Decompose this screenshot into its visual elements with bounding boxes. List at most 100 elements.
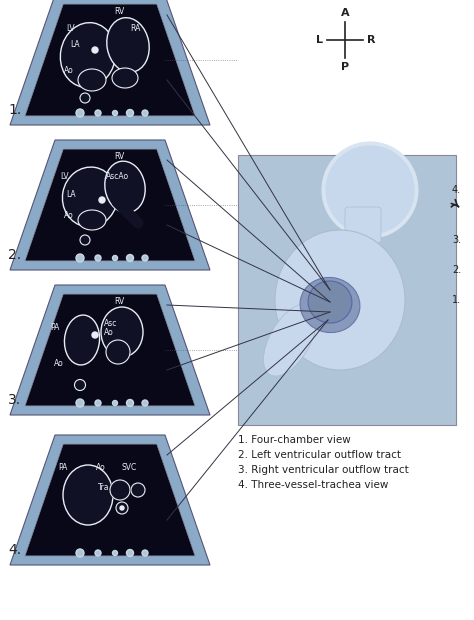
Ellipse shape xyxy=(101,307,143,357)
Ellipse shape xyxy=(60,23,116,87)
Circle shape xyxy=(127,549,134,557)
Text: 3.: 3. xyxy=(452,235,461,245)
Text: 1.: 1. xyxy=(8,103,21,117)
Text: LV: LV xyxy=(60,172,69,181)
Circle shape xyxy=(120,506,124,510)
Circle shape xyxy=(80,235,90,245)
Circle shape xyxy=(112,401,118,405)
Text: AscAo: AscAo xyxy=(106,172,129,181)
Circle shape xyxy=(97,257,100,260)
Ellipse shape xyxy=(105,161,145,213)
Ellipse shape xyxy=(78,69,106,91)
Polygon shape xyxy=(10,285,210,415)
Text: 4.: 4. xyxy=(8,543,21,557)
Polygon shape xyxy=(10,435,210,565)
Text: RV: RV xyxy=(114,7,124,16)
Circle shape xyxy=(78,255,82,260)
Text: P: P xyxy=(341,62,349,72)
Text: Ao: Ao xyxy=(64,211,74,220)
Circle shape xyxy=(144,552,146,554)
Ellipse shape xyxy=(63,167,118,227)
Circle shape xyxy=(99,197,105,203)
Circle shape xyxy=(97,112,100,115)
FancyBboxPatch shape xyxy=(238,155,456,425)
Circle shape xyxy=(92,47,98,53)
Circle shape xyxy=(95,255,101,261)
Circle shape xyxy=(112,110,118,115)
Text: R: R xyxy=(367,35,375,45)
Circle shape xyxy=(112,255,118,260)
Text: 3.: 3. xyxy=(8,393,21,407)
Polygon shape xyxy=(25,444,195,556)
Circle shape xyxy=(114,257,116,259)
Circle shape xyxy=(142,550,148,556)
Circle shape xyxy=(131,483,145,497)
Text: 3. Right ventricular outflow tract: 3. Right ventricular outflow tract xyxy=(238,465,409,475)
Ellipse shape xyxy=(264,304,317,376)
Circle shape xyxy=(142,400,148,406)
Text: SVC: SVC xyxy=(122,463,137,472)
Text: L: L xyxy=(316,35,323,45)
Circle shape xyxy=(95,400,101,406)
Text: Ao: Ao xyxy=(96,463,106,472)
Text: 1. Four-chamber view: 1. Four-chamber view xyxy=(238,435,351,445)
Circle shape xyxy=(76,549,84,557)
Polygon shape xyxy=(10,140,210,270)
Ellipse shape xyxy=(107,18,149,73)
Ellipse shape xyxy=(78,210,106,230)
Circle shape xyxy=(97,402,100,404)
Text: A: A xyxy=(341,8,349,18)
Polygon shape xyxy=(10,0,210,125)
Text: Ao: Ao xyxy=(54,358,64,368)
Polygon shape xyxy=(25,149,195,261)
Circle shape xyxy=(114,552,116,554)
Circle shape xyxy=(128,111,132,115)
Circle shape xyxy=(95,550,101,556)
Circle shape xyxy=(144,402,146,404)
Circle shape xyxy=(326,146,414,234)
Circle shape xyxy=(127,110,134,117)
Circle shape xyxy=(142,110,148,116)
Text: RV: RV xyxy=(114,298,124,306)
Circle shape xyxy=(128,401,132,405)
Text: 1.: 1. xyxy=(452,295,461,305)
Text: 4. Three-vessel-trachea view: 4. Three-vessel-trachea view xyxy=(238,480,388,490)
Text: Ao: Ao xyxy=(64,66,74,75)
Ellipse shape xyxy=(63,465,113,525)
Circle shape xyxy=(114,402,116,404)
Text: 2.: 2. xyxy=(452,265,461,275)
Text: LV: LV xyxy=(66,24,74,33)
Ellipse shape xyxy=(64,315,100,365)
Text: Tra: Tra xyxy=(98,482,109,492)
FancyBboxPatch shape xyxy=(345,207,381,243)
Circle shape xyxy=(112,551,118,556)
Circle shape xyxy=(76,254,84,262)
Circle shape xyxy=(128,551,132,555)
Circle shape xyxy=(95,110,101,116)
Text: RV: RV xyxy=(114,153,124,161)
Circle shape xyxy=(92,332,98,338)
Text: 2. Left ventricular outflow tract: 2. Left ventricular outflow tract xyxy=(238,450,401,460)
Circle shape xyxy=(144,257,146,260)
Circle shape xyxy=(97,552,100,554)
Circle shape xyxy=(74,379,85,391)
Ellipse shape xyxy=(275,230,405,370)
Circle shape xyxy=(127,254,134,262)
Circle shape xyxy=(110,480,130,500)
Text: LA: LA xyxy=(70,40,80,49)
Text: Asc
Ao: Asc Ao xyxy=(104,319,118,337)
Ellipse shape xyxy=(308,281,352,323)
Text: 2.: 2. xyxy=(8,248,21,262)
Polygon shape xyxy=(25,4,195,116)
FancyArrowPatch shape xyxy=(117,202,138,223)
Text: PA: PA xyxy=(58,463,67,472)
Circle shape xyxy=(128,256,132,260)
Circle shape xyxy=(76,399,84,407)
Text: LA: LA xyxy=(66,190,76,199)
Polygon shape xyxy=(25,294,195,406)
Circle shape xyxy=(76,109,84,117)
Circle shape xyxy=(106,340,130,364)
Circle shape xyxy=(142,255,148,261)
Circle shape xyxy=(114,112,116,114)
Circle shape xyxy=(78,401,82,405)
